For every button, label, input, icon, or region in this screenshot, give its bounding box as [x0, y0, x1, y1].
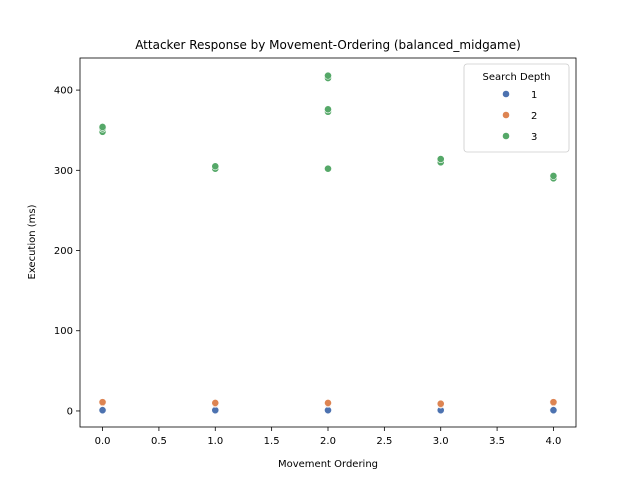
legend-marker — [502, 132, 510, 140]
data-point-depth-2 — [436, 399, 445, 408]
legend-label: 3 — [531, 132, 537, 143]
y-tick-label: 0 — [67, 406, 73, 417]
data-point-depth-3 — [324, 71, 332, 80]
legend-box — [463, 63, 570, 153]
x-tick-label: 4.0 — [546, 436, 562, 447]
y-tick-label: 100 — [54, 326, 73, 337]
x-tick-label: 2.0 — [320, 436, 336, 447]
data-point-depth-1 — [98, 406, 107, 415]
data-point-depth-3 — [324, 105, 332, 114]
y-axis-label: Execution (ms) — [27, 204, 38, 279]
data-points — [98, 71, 558, 415]
data-point-depth-3 — [98, 123, 107, 131]
legend-title: Search Depth — [483, 72, 551, 83]
x-tick-label: 1.0 — [207, 436, 223, 447]
data-point-depth-1 — [549, 406, 558, 415]
x-tick-label: 0.5 — [151, 436, 167, 447]
data-point-depth-3 — [436, 155, 445, 163]
x-tick-label: 0.0 — [95, 436, 111, 447]
chart-title: Attacker Response by Movement-Ordering (… — [135, 38, 521, 52]
data-point-depth-3 — [211, 162, 220, 171]
legend-label: 2 — [531, 111, 537, 122]
data-point-depth-2 — [549, 398, 558, 407]
y-tick-label: 300 — [54, 166, 73, 177]
x-axis-label: Movement Ordering — [278, 459, 378, 470]
legend-marker — [502, 111, 510, 119]
x-tick-label: 2.5 — [376, 436, 392, 447]
axes: 0.0 0.5 1.0 1.5 2.0 2.5 3.0 3.5 4.0 0 100 200 300 400 — [54, 57, 577, 447]
x-tick-label: 3.5 — [489, 436, 505, 447]
x-tick-label: 3.0 — [433, 436, 449, 447]
legend-label: 1 — [531, 90, 537, 101]
x-tick-label: 1.5 — [264, 436, 280, 447]
legend-marker — [502, 90, 510, 98]
y-tick-label: 400 — [54, 86, 73, 97]
legend: Search Depth 1 2 3 — [463, 63, 570, 153]
data-point-depth-3 — [549, 172, 558, 180]
data-point-depth-2 — [324, 399, 332, 407]
y-tick-label: 200 — [54, 246, 73, 257]
data-point-depth-2 — [211, 399, 220, 407]
data-point-depth-2 — [98, 398, 107, 407]
data-point-depth-3 — [324, 164, 332, 173]
